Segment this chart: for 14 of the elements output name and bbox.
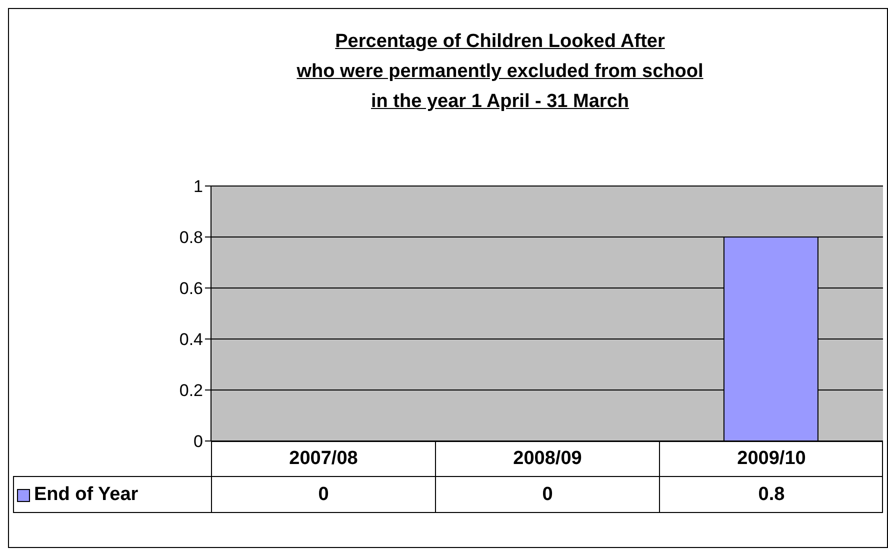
y-tick-label: 0.4 bbox=[179, 330, 203, 350]
data-label: 0 bbox=[317, 483, 330, 507]
x-tick-label: 2007/08 bbox=[288, 447, 359, 471]
x-tick-label: 2009/10 bbox=[736, 447, 807, 471]
y-tick-label: 0.6 bbox=[179, 279, 203, 298]
x-tick-label: 2008/09 bbox=[512, 447, 583, 471]
y-tick-label: 0.8 bbox=[179, 228, 203, 248]
legend-label: End of Year bbox=[33, 483, 140, 507]
y-tick-label: 1 bbox=[194, 177, 203, 196]
y-tick-label: 0.2 bbox=[179, 381, 203, 400]
chart-title: Percentage of Children Looked After who were permanently excluded from school in the year 1 April - 31 March bbox=[296, 30, 704, 114]
y-tick-label: 0 bbox=[194, 432, 203, 452]
data-label: 0.8 bbox=[757, 483, 786, 507]
data-label: 0 bbox=[541, 483, 554, 507]
